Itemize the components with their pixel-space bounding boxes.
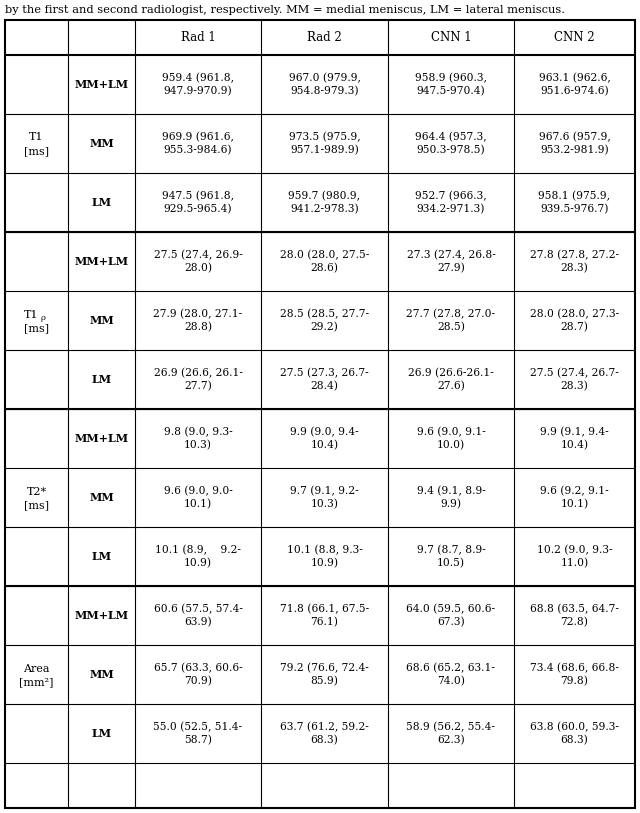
Text: MM+LM: MM+LM [74, 610, 129, 621]
Text: 9.6 (9.2, 9.1-
10.1): 9.6 (9.2, 9.1- 10.1) [540, 485, 609, 510]
Text: MM+LM: MM+LM [74, 79, 129, 90]
Text: 952.7 (966.3,
934.2-971.3): 952.7 (966.3, 934.2-971.3) [415, 190, 487, 215]
Text: 10.1 (8.8, 9.3-
10.9): 10.1 (8.8, 9.3- 10.9) [287, 545, 362, 568]
Text: 9.4 (9.1, 8.9-
9.9): 9.4 (9.1, 8.9- 9.9) [417, 485, 485, 510]
Text: 64.0 (59.5, 60.6-
67.3): 64.0 (59.5, 60.6- 67.3) [406, 603, 495, 628]
Text: 73.4 (68.6, 66.8-
79.8): 73.4 (68.6, 66.8- 79.8) [530, 663, 619, 686]
Text: 964.4 (957.3,
950.3-978.5): 964.4 (957.3, 950.3-978.5) [415, 132, 487, 155]
Text: 9.6 (9.0, 9.0-
10.1): 9.6 (9.0, 9.0- 10.1) [164, 485, 232, 510]
Text: 27.5 (27.4, 26.7-
28.3): 27.5 (27.4, 26.7- 28.3) [530, 367, 619, 392]
Text: LM: LM [92, 197, 111, 208]
Text: by the first and second radiologist, respectively. MM = medial meniscus, LM = la: by the first and second radiologist, res… [5, 5, 565, 15]
Text: 68.8 (63.5, 64.7-
72.8): 68.8 (63.5, 64.7- 72.8) [530, 603, 619, 628]
Text: 27.7 (27.8, 27.0-
28.5): 27.7 (27.8, 27.0- 28.5) [406, 308, 495, 333]
Text: 973.5 (975.9,
957.1-989.9): 973.5 (975.9, 957.1-989.9) [289, 132, 360, 155]
Text: MM: MM [89, 492, 114, 503]
Text: 71.8 (66.1, 67.5-
76.1): 71.8 (66.1, 67.5- 76.1) [280, 603, 369, 628]
Text: MM: MM [89, 315, 114, 326]
Text: Rad 2: Rad 2 [307, 31, 342, 44]
Text: 947.5 (961.8,
929.5-965.4): 947.5 (961.8, 929.5-965.4) [162, 190, 234, 215]
Text: 79.2 (76.6, 72.4-
85.9): 79.2 (76.6, 72.4- 85.9) [280, 663, 369, 686]
Text: MM: MM [89, 669, 114, 680]
Text: [ms]: [ms] [24, 501, 49, 511]
Text: 963.1 (962.6,
951.6-974.6): 963.1 (962.6, 951.6-974.6) [539, 72, 611, 97]
Text: T1: T1 [29, 133, 44, 142]
Text: 63.8 (60.0, 59.3-
68.3): 63.8 (60.0, 59.3- 68.3) [530, 721, 619, 746]
Text: 959.4 (961.8,
947.9-970.9): 959.4 (961.8, 947.9-970.9) [162, 72, 234, 97]
Text: 27.9 (28.0, 27.1-
28.8): 27.9 (28.0, 27.1- 28.8) [154, 308, 243, 333]
Text: 10.1 (8.9,    9.2-
10.9): 10.1 (8.9, 9.2- 10.9) [155, 545, 241, 568]
Text: T2*: T2* [26, 486, 47, 497]
Text: T1: T1 [24, 310, 39, 320]
Text: LM: LM [92, 728, 111, 739]
Text: 27.5 (27.4, 26.9-
28.0): 27.5 (27.4, 26.9- 28.0) [154, 250, 243, 273]
Text: 969.9 (961.6,
955.3-984.6): 969.9 (961.6, 955.3-984.6) [162, 132, 234, 155]
Text: 65.7 (63.3, 60.6-
70.9): 65.7 (63.3, 60.6- 70.9) [154, 663, 243, 686]
Text: 60.6 (57.5, 57.4-
63.9): 60.6 (57.5, 57.4- 63.9) [154, 603, 243, 628]
Text: 28.5 (28.5, 27.7-
29.2): 28.5 (28.5, 27.7- 29.2) [280, 308, 369, 333]
Text: [ms]: [ms] [24, 146, 49, 156]
Text: LM: LM [92, 374, 111, 385]
Text: ρ: ρ [40, 314, 45, 321]
Text: 9.7 (9.1, 9.2-
10.3): 9.7 (9.1, 9.2- 10.3) [290, 485, 359, 510]
Text: 9.9 (9.0, 9.4-
10.4): 9.9 (9.0, 9.4- 10.4) [290, 427, 359, 450]
Text: 58.9 (56.2, 55.4-
62.3): 58.9 (56.2, 55.4- 62.3) [406, 721, 495, 746]
Text: 68.6 (65.2, 63.1-
74.0): 68.6 (65.2, 63.1- 74.0) [406, 663, 495, 686]
Text: 27.8 (27.8, 27.2-
28.3): 27.8 (27.8, 27.2- 28.3) [530, 250, 619, 273]
Text: LM: LM [92, 551, 111, 562]
Text: 28.0 (28.0, 27.3-
28.7): 28.0 (28.0, 27.3- 28.7) [530, 308, 619, 333]
Text: MM+LM: MM+LM [74, 256, 129, 267]
Text: 28.0 (28.0, 27.5-
28.6): 28.0 (28.0, 27.5- 28.6) [280, 250, 369, 273]
Text: 55.0 (52.5, 51.4-
58.7): 55.0 (52.5, 51.4- 58.7) [154, 721, 243, 746]
Text: Area: Area [23, 663, 50, 673]
Text: 26.9 (26.6-26.1-
27.6): 26.9 (26.6-26.1- 27.6) [408, 367, 494, 392]
Text: [ms]: [ms] [24, 324, 49, 333]
Text: 27.3 (27.4, 26.8-
27.9): 27.3 (27.4, 26.8- 27.9) [406, 250, 495, 273]
Text: 958.1 (975.9,
939.5-976.7): 958.1 (975.9, 939.5-976.7) [538, 190, 611, 215]
Text: Rad 1: Rad 1 [180, 31, 216, 44]
Text: 967.6 (957.9,
953.2-981.9): 967.6 (957.9, 953.2-981.9) [539, 132, 611, 155]
Text: 9.8 (9.0, 9.3-
10.3): 9.8 (9.0, 9.3- 10.3) [164, 427, 232, 450]
Text: 63.7 (61.2, 59.2-
68.3): 63.7 (61.2, 59.2- 68.3) [280, 721, 369, 746]
Text: [mm²]: [mm²] [19, 677, 54, 688]
Text: CNN 1: CNN 1 [431, 31, 471, 44]
Text: CNN 2: CNN 2 [554, 31, 595, 44]
Text: MM: MM [89, 138, 114, 149]
Text: MM+LM: MM+LM [74, 433, 129, 444]
Text: 958.9 (960.3,
947.5-970.4): 958.9 (960.3, 947.5-970.4) [415, 72, 487, 97]
Text: 26.9 (26.6, 26.1-
27.7): 26.9 (26.6, 26.1- 27.7) [154, 367, 243, 392]
Text: 9.9 (9.1, 9.4-
10.4): 9.9 (9.1, 9.4- 10.4) [540, 427, 609, 450]
Text: 967.0 (979.9,
954.8-979.3): 967.0 (979.9, 954.8-979.3) [289, 72, 360, 97]
Text: 959.7 (980.9,
941.2-978.3): 959.7 (980.9, 941.2-978.3) [289, 190, 360, 215]
Text: 27.5 (27.3, 26.7-
28.4): 27.5 (27.3, 26.7- 28.4) [280, 367, 369, 392]
Text: 10.2 (9.0, 9.3-
11.0): 10.2 (9.0, 9.3- 11.0) [537, 545, 612, 568]
Text: 9.7 (8.7, 8.9-
10.5): 9.7 (8.7, 8.9- 10.5) [417, 545, 485, 568]
Text: 9.6 (9.0, 9.1-
10.0): 9.6 (9.0, 9.1- 10.0) [417, 427, 485, 450]
